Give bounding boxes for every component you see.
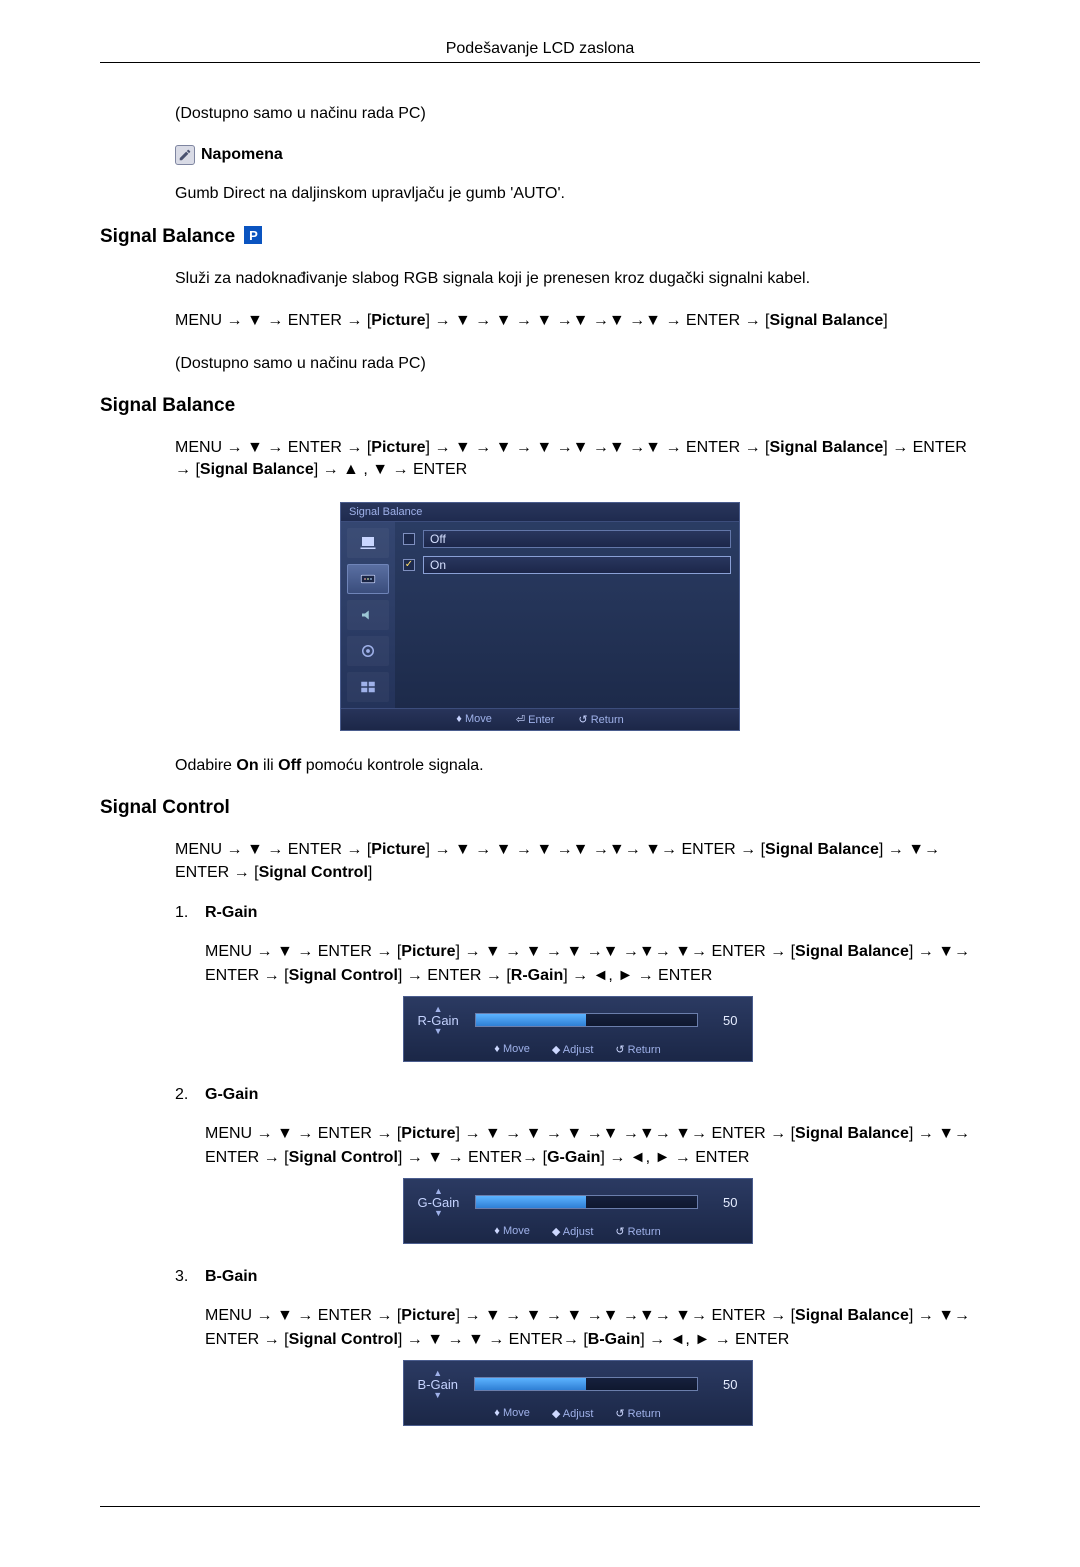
gain-value: 50 bbox=[714, 1013, 738, 1028]
gain-slider-panel: ▲G-Gain▼ 50 ♦ Move◆ Adjust↺ Return bbox=[175, 1178, 980, 1244]
signal-balance2-path: MENU → ▼ → ENTER → [Picture] → ▼ → ▼ → ▼… bbox=[175, 437, 980, 482]
gain-label: R-Gain bbox=[205, 904, 257, 922]
gain-label: G-Gain bbox=[205, 1086, 258, 1104]
triangle-down-icon: ▼ bbox=[433, 1391, 442, 1400]
checkbox-icon bbox=[403, 533, 415, 545]
header-title: Podešavanje LCD zaslona bbox=[446, 40, 635, 57]
pc-only-note-2: (Dostupno samo u načinu rada PC) bbox=[175, 353, 980, 375]
heading-signal-control: Signal Control bbox=[100, 797, 980, 819]
gain-slider-label: ▲B-Gain▼ bbox=[418, 1369, 458, 1400]
note-label: Napomena bbox=[201, 146, 283, 164]
gain-slider-panel: ▲B-Gain▼ 50 ♦ Move◆ Adjust↺ Return bbox=[175, 1360, 980, 1426]
gain-value: 50 bbox=[714, 1377, 738, 1392]
heading-signal-balance-p: Signal Balance P bbox=[100, 226, 980, 248]
gain-label: B-Gain bbox=[205, 1268, 257, 1286]
heading-signal-balance: Signal Balance bbox=[100, 395, 980, 417]
osd-tab-sound-icon[interactable] bbox=[347, 600, 389, 630]
gain-slider[interactable] bbox=[474, 1377, 698, 1391]
gain-item: 3. B-Gain MENU → ▼ → ENTER → [Picture] → ▼… bbox=[175, 1268, 980, 1426]
osd-title: Signal Balance bbox=[341, 503, 739, 522]
pencil-note-icon bbox=[175, 145, 195, 165]
osd-option-off[interactable]: Off bbox=[401, 526, 733, 552]
gain-slider-panel: ▲R-Gain▼ 50 ♦ Move◆ Adjust↺ Return bbox=[175, 996, 980, 1062]
gain-footer: ♦ Move◆ Adjust↺ Return bbox=[404, 1404, 752, 1425]
pc-only-note-1: (Dostupno samo u načinu rada PC) bbox=[175, 103, 980, 125]
signal-balance-desc: Služi za nadoknađivanje slabog RGB signa… bbox=[175, 268, 980, 290]
gain-footer: ♦ Move◆ Adjust↺ Return bbox=[404, 1040, 752, 1061]
signal-balance-path: MENU → ▼ → ENTER → [Picture] → ▼ → ▼ → ▼… bbox=[175, 310, 980, 332]
gain-slider-label: ▲G-Gain▼ bbox=[418, 1187, 460, 1218]
gain-path: MENU → ▼ → ENTER → [Picture] → ▼ → ▼ → ▼… bbox=[205, 1304, 980, 1352]
selects-on-off: Odabire On ili Off pomoću kontrole signa… bbox=[175, 755, 980, 777]
gain-slider[interactable] bbox=[475, 1195, 697, 1209]
footer-rule bbox=[100, 1506, 980, 1507]
osd-option-on[interactable]: ✓ On bbox=[401, 552, 733, 578]
gain-path: MENU → ▼ → ENTER → [Picture] → ▼ → ▼ → ▼… bbox=[205, 940, 980, 988]
osd-tab-setup-icon[interactable] bbox=[347, 636, 389, 666]
note-row: Napomena bbox=[175, 145, 980, 165]
note-body: Gumb Direct na daljinskom upravljaču je … bbox=[175, 183, 980, 205]
p-mode-icon: P bbox=[244, 226, 262, 244]
osd-tab-input-icon[interactable] bbox=[347, 564, 389, 594]
osd-footer: ♦ Move ⏎ Enter ↺ Return bbox=[341, 708, 739, 730]
triangle-down-icon: ▼ bbox=[434, 1209, 443, 1218]
signal-control-path: MENU → ▼ → ENTER → [Picture] → ▼ → ▼ → ▼… bbox=[175, 839, 980, 884]
gain-slider[interactable] bbox=[475, 1013, 698, 1027]
osd-tab-multi-icon[interactable] bbox=[347, 672, 389, 702]
gain-item: 1. R-Gain MENU → ▼ → ENTER → [Picture] → ▼… bbox=[175, 904, 980, 1062]
gain-footer: ♦ Move◆ Adjust↺ Return bbox=[404, 1222, 752, 1243]
gain-value: 50 bbox=[714, 1195, 738, 1210]
gain-list: 1. R-Gain MENU → ▼ → ENTER → [Picture] → ▼… bbox=[175, 904, 980, 1426]
checkbox-checked-icon: ✓ bbox=[403, 559, 415, 571]
gain-slider-label: ▲R-Gain▼ bbox=[418, 1005, 459, 1036]
list-number: 2. bbox=[175, 1086, 191, 1104]
osd-signal-balance: Signal Balance Off ✓ On bbox=[100, 502, 980, 731]
osd-tab-picture-icon[interactable] bbox=[347, 528, 389, 558]
osd-sidebar bbox=[341, 522, 395, 708]
gain-path: MENU → ▼ → ENTER → [Picture] → ▼ → ▼ → ▼… bbox=[205, 1122, 980, 1170]
page-header: Podešavanje LCD zaslona bbox=[100, 40, 980, 63]
list-number: 3. bbox=[175, 1268, 191, 1286]
list-number: 1. bbox=[175, 904, 191, 922]
gain-item: 2. G-Gain MENU → ▼ → ENTER → [Picture] → ▼… bbox=[175, 1086, 980, 1244]
triangle-down-icon: ▼ bbox=[434, 1027, 443, 1036]
